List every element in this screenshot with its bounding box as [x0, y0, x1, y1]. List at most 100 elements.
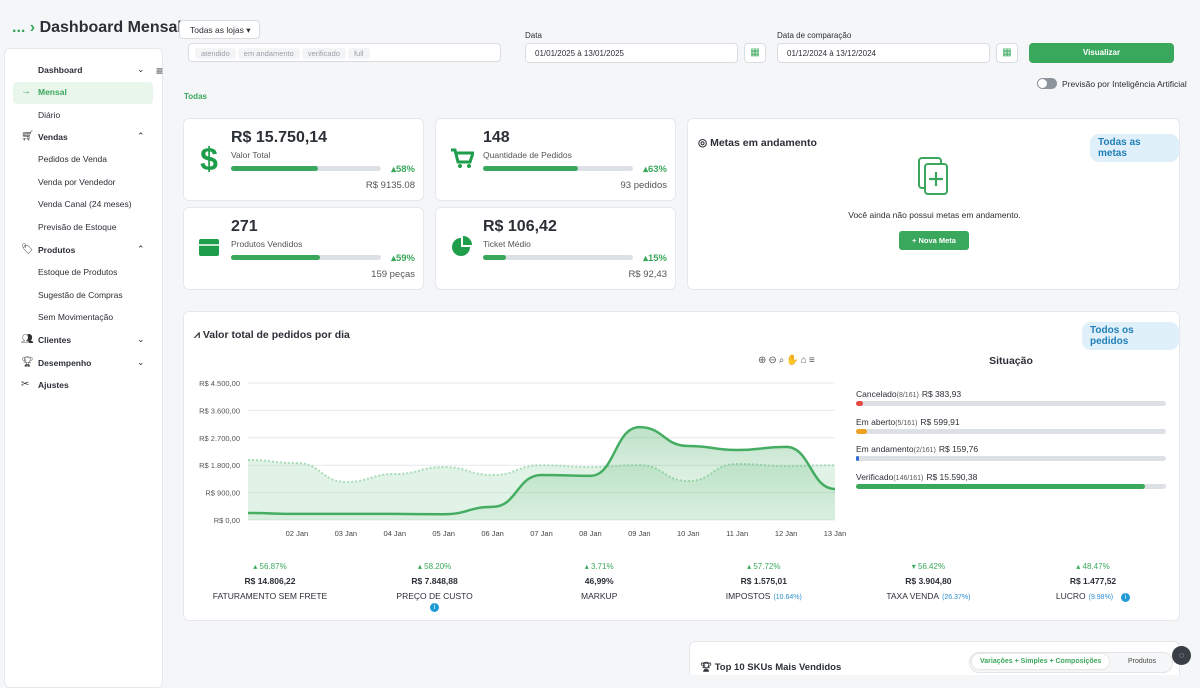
kpi-value: R$ 15.750,14	[231, 129, 327, 147]
x-tick-label: 07 Jan	[530, 529, 553, 538]
svg-text:$: $	[200, 146, 218, 172]
chat-button[interactable]: ◌	[1172, 646, 1191, 665]
progress-track	[483, 255, 633, 260]
kpi-icon: $	[198, 146, 222, 172]
kpi-percent-text: 15%	[648, 253, 667, 264]
toggle-knob	[1038, 79, 1047, 88]
breadcrumb[interactable]: ...	[12, 19, 25, 36]
orders-chart: R$ 0,00R$ 900,00R$ 1.800,00R$ 2.700,00R$…	[190, 370, 850, 550]
top-skus-card: 🏆︎ Top 10 SKUs Mais Vendidos Variações +…	[689, 641, 1180, 675]
menu-item[interactable]: Clientes	[38, 335, 71, 345]
info-icon[interactable]: i	[1121, 593, 1130, 602]
summary-change: ▴ 3.71%	[519, 562, 679, 571]
new-goal-text: Nova Meta	[918, 236, 956, 245]
date-label: Data	[525, 31, 542, 40]
summary-value: R$ 7.848,88	[355, 576, 515, 586]
summary-item: ▴ 3.71%46,99%MARKUP	[519, 562, 679, 601]
status-title: Situação	[856, 355, 1166, 367]
status-value: R$ 15.590,38	[926, 472, 977, 482]
summary-label: PREÇO DE CUSTO	[355, 591, 515, 601]
status-bar	[856, 401, 863, 406]
menu-item[interactable]: Produtos	[38, 245, 75, 255]
summary-item: ▴ 58.20%R$ 7.848,88PREÇO DE CUSTOi	[355, 562, 515, 612]
kpi-sub: 159 peças	[371, 269, 415, 280]
menu-item[interactable]: Sugestão de Compras	[38, 290, 123, 300]
menu-chevron: ⌃	[137, 131, 145, 142]
goals-title: ◎ Metas em andamento	[698, 137, 817, 149]
orders-link[interactable]: Todos os pedidos	[1082, 322, 1179, 350]
menu-item[interactable]: Sem Movimentação	[38, 312, 113, 322]
kpi-card: 271 Produtos Vendidos ▴59% 159 peças	[183, 207, 424, 290]
menu-item[interactable]: Venda Canal (24 meses)	[38, 199, 132, 209]
store-select[interactable]: Todas as lojas ▾	[179, 20, 260, 39]
menu-item[interactable]: Venda por Vendedor	[38, 177, 116, 187]
status-chip[interactable]: atendido	[195, 48, 236, 59]
menu-icon: 👥︎	[21, 334, 34, 345]
menu-icon: →	[21, 86, 31, 97]
summary-change-text: 58.20%	[424, 562, 451, 571]
summary-label-text: TAXA VENDA	[886, 591, 939, 601]
menu-item[interactable]: Pedidos de Venda	[38, 154, 107, 164]
summary-value: 46,99%	[519, 576, 679, 586]
kpi-sub: R$ 92,43	[628, 269, 667, 280]
orders-title: ⩘ Valor total de pedidos por dia	[194, 329, 350, 342]
menu-item[interactable]: Estoque de Produtos	[38, 267, 117, 277]
summary-share: (26.37%)	[942, 594, 970, 601]
tab[interactable]: Todas	[184, 92, 207, 101]
status-value: R$ 383,93	[922, 389, 961, 399]
orders-title-text: Valor total de pedidos por dia	[203, 329, 350, 341]
status-count: (8/161)	[897, 392, 919, 399]
submit-button[interactable]: Visualizar	[1029, 43, 1174, 63]
kpi-percent: ▴63%	[643, 164, 667, 175]
menu-item[interactable]: Desempenho	[38, 358, 91, 368]
kpi-label: Produtos Vendidos	[231, 239, 302, 249]
progress-bar	[231, 166, 318, 171]
calendar-button[interactable]: ▦	[744, 43, 766, 63]
menu-item[interactable]: Vendas	[38, 132, 68, 142]
kpi-value: R$ 106,42	[483, 218, 557, 236]
kpi-value: 271	[231, 218, 258, 236]
y-tick-label: R$ 2.700,00	[199, 434, 240, 443]
goals-link[interactable]: Todas as metas	[1090, 134, 1179, 162]
menu-icon: 🏷︎	[21, 244, 34, 255]
summary-share: (10.64%)	[773, 594, 801, 601]
status-chip[interactable]: em andamento	[238, 48, 300, 59]
tab[interactable]: Produtos	[1120, 654, 1164, 669]
kpi-card: $R$ 15.750,14Valor Total▴58%R$ 9135.08	[183, 118, 424, 201]
kpi-percent: ▴59%	[391, 253, 415, 264]
y-tick-label: R$ 1.800,00	[199, 461, 240, 470]
x-tick-label: 10 Jan	[677, 529, 700, 538]
kpi-value: 148	[483, 129, 510, 147]
menu-item[interactable]: Diário	[38, 110, 60, 120]
summary-change-text: 57.72%	[753, 562, 780, 571]
new-goal-button[interactable]: + Nova Meta	[899, 231, 969, 250]
tab[interactable]: Variações + Simples + Composições	[972, 654, 1109, 669]
menu-item[interactable]: Dashboard	[38, 65, 82, 75]
info-icon[interactable]: i	[430, 603, 439, 612]
compare-input[interactable]: 01/12/2024 à 13/12/2024	[777, 43, 990, 63]
status-label: Em aberto(5/161)R$ 599,91	[856, 417, 960, 427]
date-input[interactable]: 01/01/2025 à 13/01/2025	[525, 43, 738, 63]
menu-item[interactable]: Ajustes	[38, 380, 69, 390]
status-chip[interactable]: full	[348, 48, 370, 59]
menu-item[interactable]: Previsão de Estoque	[38, 222, 116, 232]
ai-toggle[interactable]	[1037, 78, 1057, 89]
summary-change-text: 56.87%	[260, 562, 287, 571]
x-tick-label: 13 Jan	[824, 529, 847, 538]
top-skus-title-text: Top 10 SKUs Mais Vendidos	[715, 662, 842, 673]
status-track	[856, 401, 1166, 406]
summary-item: ▴ 48.47%R$ 1.477,52LUCRO(9.98%)i	[1013, 562, 1173, 602]
menu-item[interactable]: Mensal	[38, 87, 67, 97]
calendar-button[interactable]: ▦	[996, 43, 1018, 63]
menu-toggle[interactable]: ≡	[156, 64, 163, 78]
menu-icon: 🛒︎	[21, 131, 34, 142]
goals-title-text: Metas em andamento	[710, 137, 817, 149]
status-chip[interactable]: verificado	[302, 48, 346, 59]
kpi-label: Ticket Médio	[483, 239, 531, 249]
x-tick-label: 08 Jan	[579, 529, 602, 538]
status-name: Em andamento	[856, 444, 914, 454]
status-count: (2/161)	[914, 447, 936, 454]
summary-change-text: 3.71%	[591, 562, 614, 571]
chart-toolbar[interactable]: ⊕⊖⌕✋⌂≡	[758, 355, 817, 366]
kpi-icon	[450, 146, 474, 172]
